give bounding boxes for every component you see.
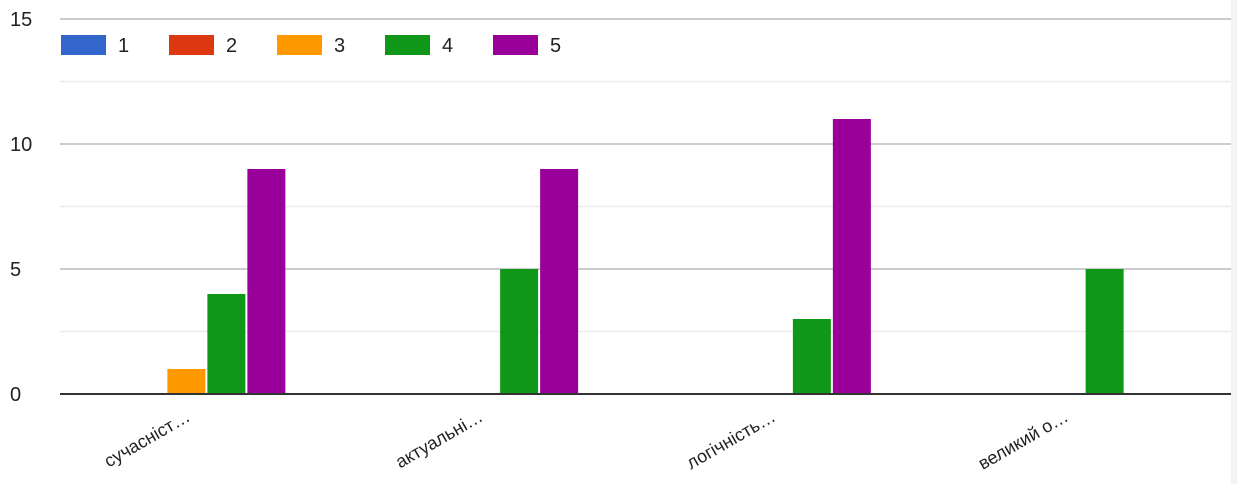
bar-series-4 bbox=[500, 269, 539, 394]
legend-swatch bbox=[61, 35, 106, 55]
legend-label: 4 bbox=[442, 35, 453, 57]
x-tick-label: сучасніст… bbox=[101, 406, 194, 471]
bar-series-3 bbox=[167, 369, 206, 394]
bar-series-5 bbox=[832, 119, 871, 394]
legend-swatch bbox=[385, 35, 430, 55]
bar-series-4 bbox=[1085, 269, 1124, 394]
legend-label: 2 bbox=[226, 35, 237, 57]
x-tick-label: актуальні… bbox=[392, 406, 486, 472]
bars bbox=[167, 119, 1124, 394]
legend: 1 2 3 4 5 bbox=[61, 35, 561, 57]
bar-series-5 bbox=[540, 169, 579, 394]
x-tick-label: великий о… bbox=[975, 406, 1072, 473]
y-tick-label: 5 bbox=[10, 259, 21, 281]
gridlines bbox=[60, 18, 1231, 333]
legend-swatch bbox=[493, 35, 538, 55]
legend-label: 1 bbox=[118, 35, 129, 57]
legend-swatch bbox=[169, 35, 214, 55]
legend-label: 3 bbox=[334, 35, 345, 57]
right-edge-scrollbar bbox=[1231, 0, 1237, 484]
legend-label: 5 bbox=[550, 35, 561, 57]
y-axis: 0 5 10 15 bbox=[10, 9, 32, 406]
y-tick-label: 10 bbox=[10, 134, 32, 156]
x-axis: сучасніст… актуальні… логічність… великий о… bbox=[101, 406, 1072, 473]
legend-swatch bbox=[277, 35, 322, 55]
bar-series-4 bbox=[207, 294, 246, 394]
y-tick-label: 0 bbox=[10, 384, 21, 406]
x-tick-label: логічність… bbox=[683, 406, 779, 473]
y-tick-label: 15 bbox=[10, 9, 32, 31]
bar-series-5 bbox=[247, 169, 286, 394]
bar-series-4 bbox=[792, 319, 831, 394]
